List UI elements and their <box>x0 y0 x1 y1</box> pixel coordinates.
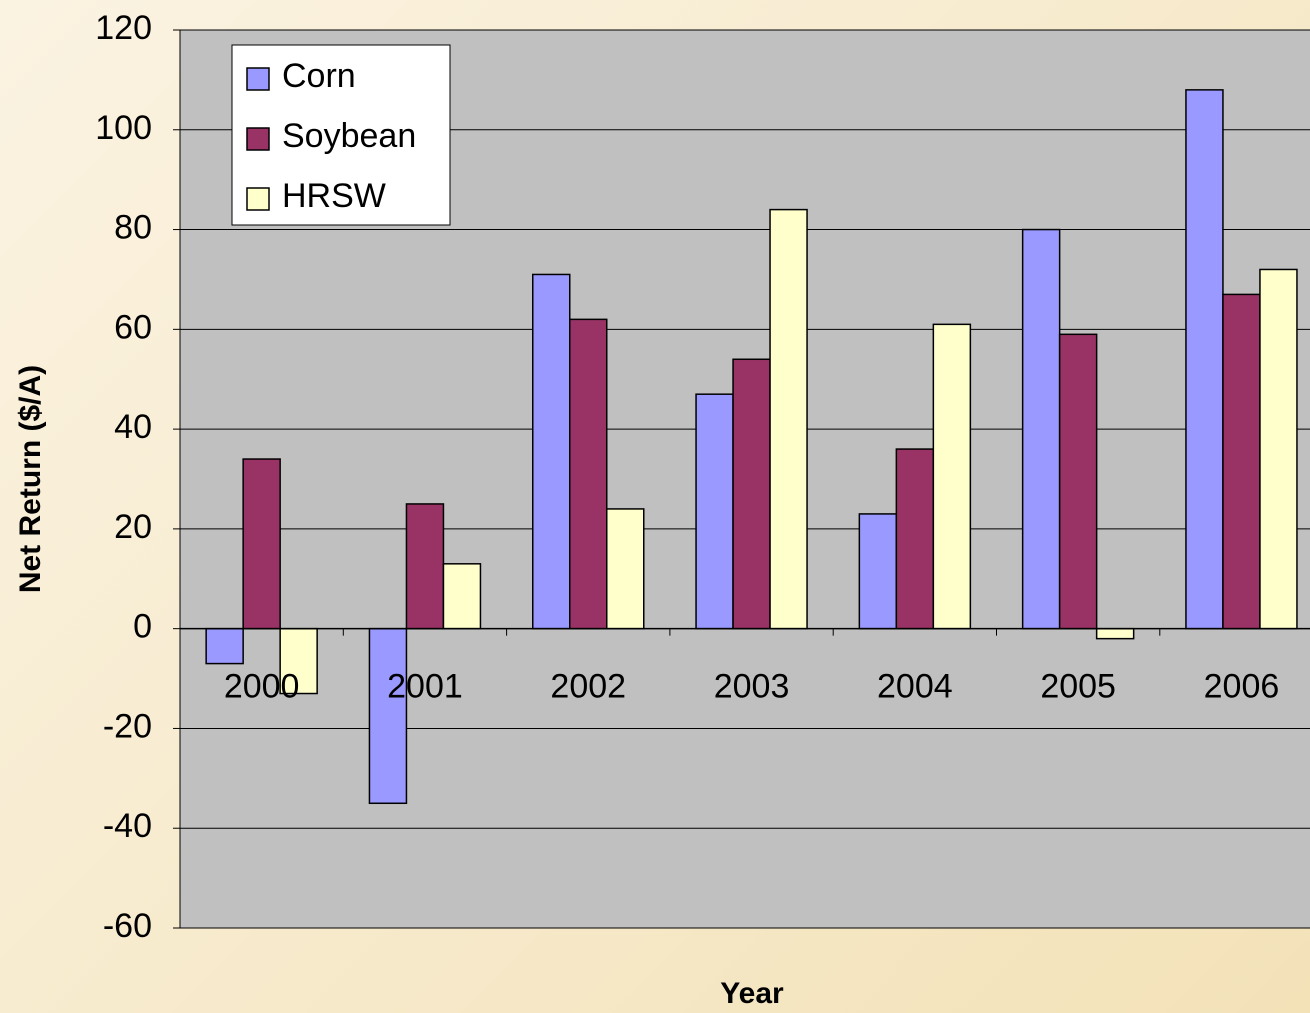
bar <box>405 503 445 630</box>
x-tick-label: 2005 <box>1040 668 1116 706</box>
bar <box>769 208 808 630</box>
legend-label: HRSW <box>282 177 386 215</box>
y-tick-label: -60 <box>103 907 152 945</box>
bar <box>1095 627 1135 640</box>
bar <box>205 627 244 665</box>
y-tick-label: 80 <box>114 209 152 247</box>
bar <box>442 563 482 630</box>
bar <box>695 393 734 630</box>
bar <box>895 448 935 630</box>
bar <box>606 508 645 630</box>
bar <box>858 513 898 630</box>
bar <box>1185 89 1224 630</box>
y-tick-label: 60 <box>114 308 152 346</box>
bar <box>1222 293 1261 630</box>
legend-label: Soybean <box>282 117 416 155</box>
legend: Corn Soybean HRSW <box>231 44 451 226</box>
x-axis-title: Year <box>720 977 784 1010</box>
bar <box>368 627 408 805</box>
legend-swatch <box>246 187 270 211</box>
legend-swatch <box>246 67 270 91</box>
y-tick-label: 120 <box>95 9 152 47</box>
bar <box>932 323 972 630</box>
y-tick-label: 40 <box>114 408 152 446</box>
y-tick-label: 0 <box>133 608 152 646</box>
x-tick-label: 2004 <box>877 668 953 706</box>
x-tick-label: 2001 <box>387 668 463 706</box>
bar <box>1058 333 1098 630</box>
x-tick-label: 2006 <box>1204 668 1280 706</box>
legend-swatch <box>246 127 270 151</box>
x-tick-label: 2002 <box>550 668 626 706</box>
bar <box>242 458 281 630</box>
bar <box>732 358 771 630</box>
bar <box>1259 268 1298 630</box>
bar <box>1021 228 1061 630</box>
y-tick-label: -20 <box>103 707 152 745</box>
bar <box>532 273 571 630</box>
x-tick-label: 2003 <box>714 668 790 706</box>
y-tick-label: -40 <box>103 807 152 845</box>
y-tick-label: 20 <box>114 508 152 546</box>
legend-label: Corn <box>282 57 356 95</box>
x-tick-label: 2000 <box>224 668 300 706</box>
bar <box>569 318 608 630</box>
y-axis-title: Net Return ($/A) <box>14 365 47 593</box>
y-tick-label: 100 <box>95 109 152 147</box>
